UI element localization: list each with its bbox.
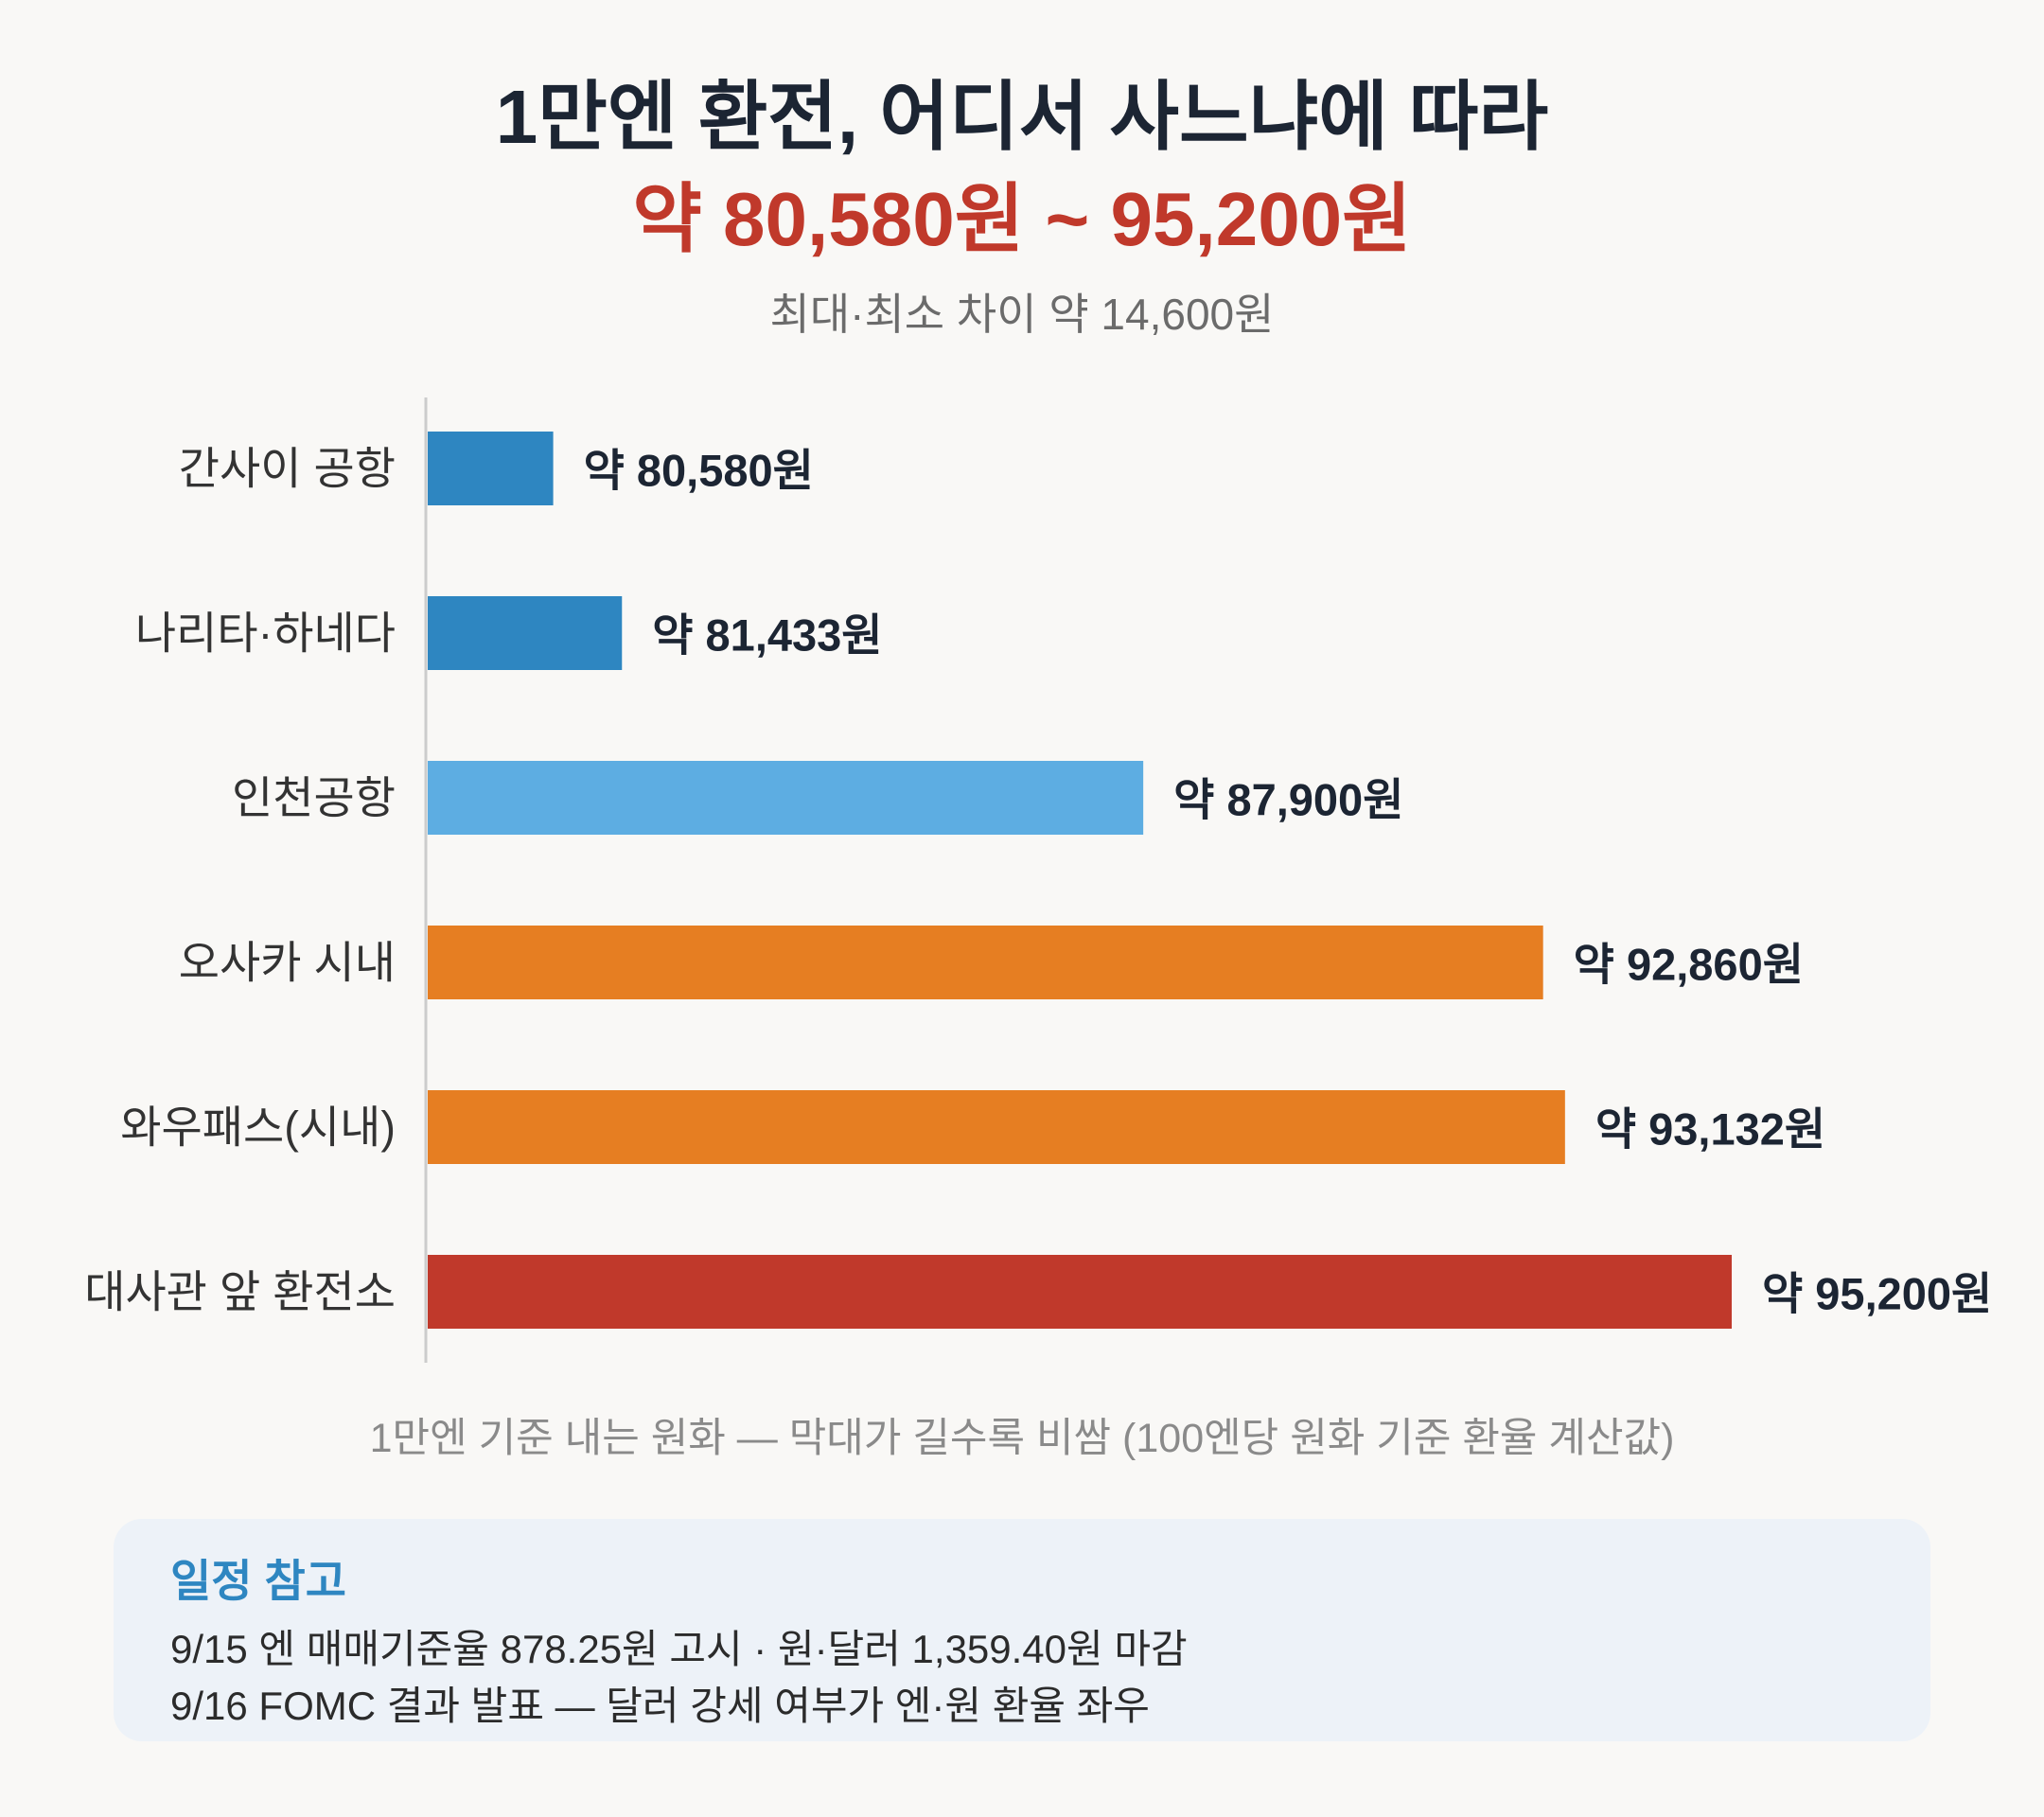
bar [428, 761, 1144, 835]
value-label: 약 95,200원 [1762, 1269, 1992, 1319]
bar [428, 1090, 1565, 1164]
value-label: 약 81,433원 [652, 610, 882, 661]
chart-subtitle: 약 80,580원 ~ 95,200원 [632, 177, 1412, 261]
bar [428, 596, 623, 670]
schedule-info-box: 일정 참고 9/15 엔 매매기준율 878.25원 고시 · 원·달러 1,3… [114, 1519, 1930, 1741]
bar [428, 1255, 1732, 1329]
value-label: 약 80,580원 [584, 446, 814, 496]
chart-caption: 최대·최소 차이 약 14,600원 [769, 290, 1275, 339]
category-label: 간사이 공항 [179, 444, 396, 494]
value-label: 약 92,860원 [1574, 940, 1804, 990]
chart-title: 1만엔 환전, 어디서 사느냐에 따라 [495, 75, 1549, 159]
category-label: 오사카 시내 [179, 938, 396, 988]
chart-note: 1만엔 기준 내는 원화 — 막대가 길수록 비쌈 (100엔당 원화 기준 환… [369, 1416, 1675, 1461]
category-label: 와우패스(시내) [120, 1103, 396, 1153]
category-label: 인천공항 [232, 773, 396, 823]
info-title: 일정 참고 [170, 1556, 347, 1606]
chart-header: 1만엔 환전, 어디서 사느냐에 따라 약 80,580원 ~ 95,200원 … [0, 66, 2044, 343]
bar [428, 432, 554, 505]
value-label: 약 93,132원 [1595, 1104, 1825, 1155]
category-label: 대사관 앞 환전소 [84, 1267, 396, 1317]
info-line: 9/15 엔 매매기준율 878.25원 고시 · 원·달러 1,359.40원… [170, 1627, 1188, 1671]
bar [428, 926, 1543, 999]
category-label: 나리타·하네다 [135, 609, 396, 659]
info-line: 9/16 FOMC 결과 발표 — 달러 강세 여부가 엔·원 환율 좌우 [170, 1684, 1150, 1728]
value-label: 약 87,900원 [1173, 775, 1403, 825]
